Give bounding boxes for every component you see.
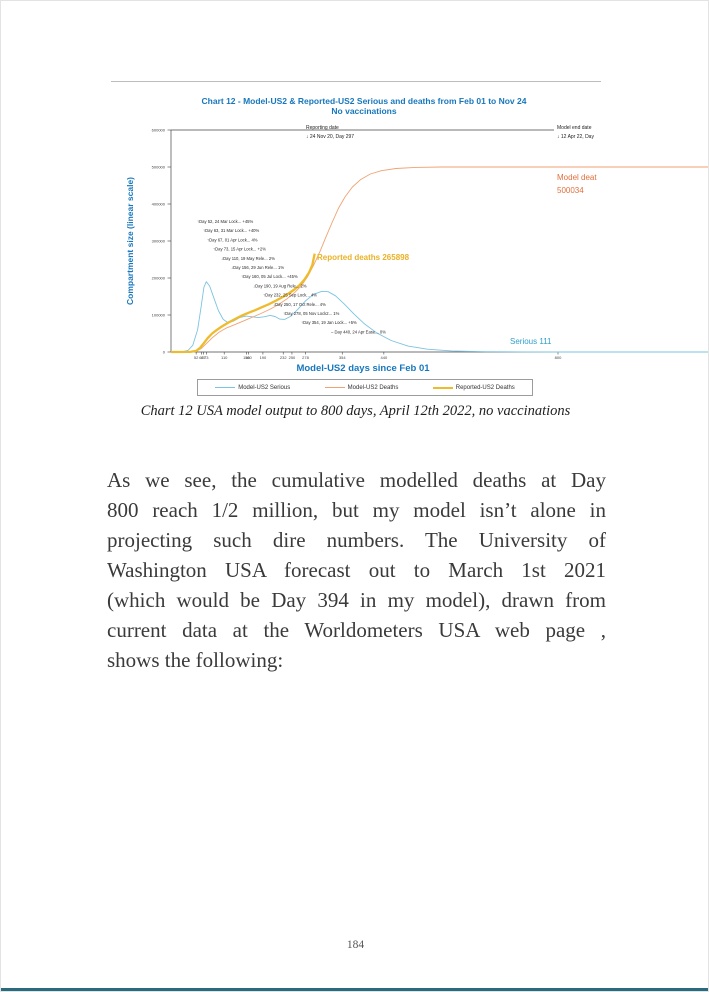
y-tick-label: 600000 bbox=[152, 128, 166, 133]
chart-title-line2: No vaccinations bbox=[331, 106, 397, 116]
x-tick-label: 190 bbox=[260, 355, 267, 360]
model-end-date-value: ↓ 12 Apr 22, Day bbox=[557, 134, 594, 140]
x-tick-label: 63 bbox=[199, 355, 204, 360]
chart-annotation: ↑Day 278, 05 Nov Lock2... 1% bbox=[283, 311, 340, 316]
legend-label: Model-US2 Deaths bbox=[347, 384, 399, 391]
chart-annotation: ↓Day 110, 19 May Rele... 2% bbox=[221, 256, 275, 261]
chart-annotation: ↑Day 63, 31 Mar Lock... +40% bbox=[203, 228, 259, 233]
chart-title-line1: Chart 12 - Model-US2 & Reported-US2 Seri… bbox=[201, 96, 527, 106]
body-text-line: projecting such dire numbers. The Univer… bbox=[107, 528, 606, 552]
x-tick-label: 278 bbox=[302, 355, 309, 360]
model-deaths-label: Model deat bbox=[557, 173, 597, 182]
chart-annotation: ↑Day 73, 15 Apr Lock... +2% bbox=[213, 247, 266, 252]
page-number: 184 bbox=[346, 939, 365, 951]
reporting-date-value: ↓ 24 Nov 20, Day 297 bbox=[306, 134, 354, 140]
body-text-line: current data at the Worldometers USA web… bbox=[107, 618, 606, 642]
chart-x-axis-label: Model-US2 days since Feb 01 bbox=[296, 363, 430, 374]
legend-label: Reported-US2 Deaths bbox=[455, 384, 515, 391]
series-reported-us2-deaths bbox=[170, 253, 316, 354]
x-tick-label: 67 bbox=[201, 355, 206, 360]
body-text-line: (which would be Day 394 in my model), dr… bbox=[107, 588, 606, 612]
body-text-line: Washington USA forecast out to March 1st… bbox=[107, 558, 606, 582]
x-tick-label: 800 bbox=[555, 355, 562, 360]
chart-legend: Model-US2 Serious Model-US2 Deaths Reporte… bbox=[197, 379, 533, 396]
chart: Chart 12 - Model-US2 & Reported-US2 Seri… bbox=[125, 95, 708, 407]
chart-annotation: ↑Day 232, 25 Sep Lock... 4% bbox=[263, 293, 317, 298]
chart-annotation: ↑Day 354, 19 Jan Lock... +5% bbox=[301, 320, 357, 325]
body-text-line: As we see, the cumulative modelled death… bbox=[107, 468, 606, 492]
chart-plot-area: 0 100000 200000 300000 400000 500000 600000 52 6… bbox=[152, 125, 708, 374]
header-rule bbox=[111, 81, 601, 82]
x-tick-label: 110 bbox=[221, 355, 228, 360]
series-model-us2-deaths bbox=[170, 166, 708, 353]
model-deaths-value: 500034 bbox=[557, 186, 584, 195]
x-tick-label: 440 bbox=[381, 355, 388, 360]
chart-title: Chart 12 - Model-US2 & Reported-US2 Seri… bbox=[129, 96, 599, 116]
chart-annotation: – Day 440, 24 Apr Ease... 0% bbox=[331, 329, 386, 334]
legend-line-swatch bbox=[432, 386, 453, 389]
chart-annotation: ↓Day 250, 17 Oct Rele... 4% bbox=[273, 302, 326, 307]
legend-item: Model-US2 Deaths bbox=[324, 384, 399, 391]
chart-annotation: ↓Day 190, 19 Aug Rele... 2% bbox=[253, 283, 307, 288]
body-text-line: 800 reach 1/2 million, but my model isn’… bbox=[107, 498, 606, 522]
model-end-date-label: Model end date bbox=[557, 125, 592, 131]
x-tick-label: 73 bbox=[204, 355, 209, 360]
chart-annotation: ↑Day 160, 05 Jul Lock... +45% bbox=[241, 274, 298, 279]
chart-annotation: ↓Day 156, 29 Jun Rele... 1% bbox=[231, 265, 284, 270]
chart-caption: Chart 12 USA model output to 800 days, A… bbox=[140, 403, 571, 419]
y-tick-label: 500000 bbox=[152, 165, 166, 170]
series-model-us2-serious bbox=[170, 281, 708, 353]
x-tick-label: 250 bbox=[289, 355, 296, 360]
chart-annotation: ↑Day 52, 24 Mar Lock... +45% bbox=[197, 219, 253, 224]
reporting-date-label: Reporting date bbox=[306, 125, 339, 131]
legend-line-swatch bbox=[215, 387, 236, 388]
y-tick-label: 100000 bbox=[152, 313, 166, 318]
x-tick-label: 52 bbox=[194, 355, 199, 360]
page-bottom-edge bbox=[1, 988, 708, 991]
reported-deaths-label: Reported deaths 265898 bbox=[317, 253, 410, 262]
y-tick-label: 200000 bbox=[152, 276, 166, 281]
x-tick-label: 232 bbox=[280, 355, 287, 360]
body-text-line: shows the following: bbox=[107, 648, 284, 672]
legend-line-swatch bbox=[324, 387, 345, 388]
body-paragraph: As we see, the cumulative modelled death… bbox=[107, 465, 606, 675]
y-tick-label: 0 bbox=[163, 350, 166, 355]
y-tick-label: 400000 bbox=[152, 202, 166, 207]
legend-item: Reported-US2 Deaths bbox=[432, 384, 515, 391]
serious-label: Serious 111 bbox=[510, 337, 552, 346]
chart-annotation: ↑Day 67, 01 Apr Lock... 4% bbox=[207, 237, 258, 242]
x-tick-label: 156 bbox=[243, 355, 250, 360]
legend-label: Model-US2 Serious bbox=[238, 384, 291, 391]
y-tick-label: 300000 bbox=[152, 239, 166, 244]
legend-item: Model-US2 Serious bbox=[215, 385, 290, 391]
x-tick-label: 354 bbox=[339, 355, 346, 360]
x-tick-label: 160 bbox=[245, 355, 252, 360]
